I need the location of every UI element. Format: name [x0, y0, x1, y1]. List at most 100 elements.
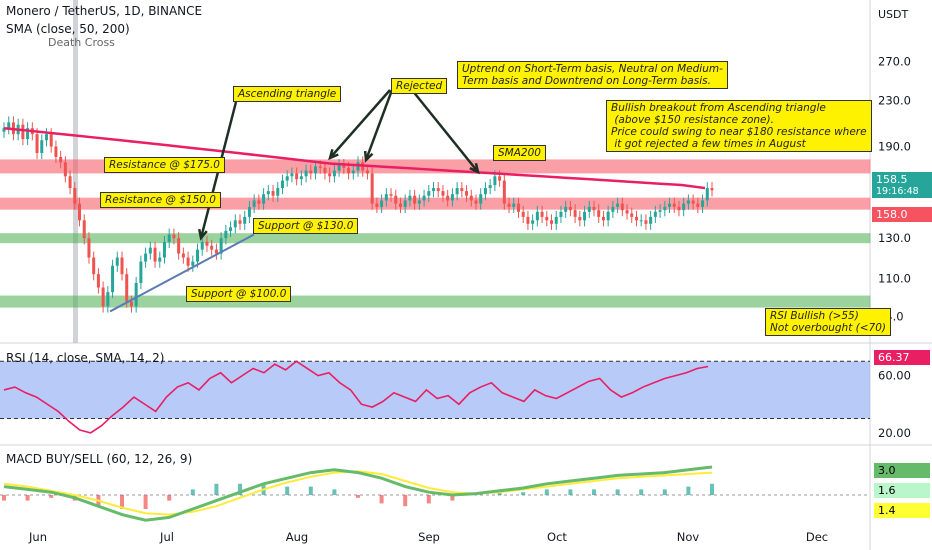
candle	[469, 189, 473, 207]
candle	[280, 174, 284, 195]
candle	[314, 160, 318, 180]
candle	[247, 200, 251, 223]
candle	[432, 182, 436, 198]
candle	[611, 200, 615, 218]
candle	[701, 194, 705, 213]
macd-histogram-bar	[214, 483, 219, 495]
candle	[601, 210, 605, 227]
candle	[276, 182, 280, 202]
candle	[82, 214, 86, 245]
candle	[167, 228, 171, 249]
candle	[564, 200, 568, 218]
triangle-arrow-head	[198, 228, 208, 241]
macd-label[interactable]: MACD BUY/SELL (60, 12, 26, 9)	[6, 452, 193, 466]
macd-histogram-bar	[450, 495, 455, 501]
macd-histogram-bar	[356, 495, 360, 498]
candle	[488, 179, 492, 195]
candle	[455, 182, 459, 201]
candle	[677, 200, 681, 217]
candle	[229, 221, 233, 238]
candle	[177, 232, 181, 260]
candle	[7, 116, 11, 135]
candle	[375, 197, 379, 213]
candle	[205, 235, 209, 252]
candle	[568, 200, 572, 217]
candle	[653, 205, 657, 223]
candle	[233, 214, 237, 234]
candle	[59, 150, 63, 169]
candle	[134, 277, 138, 313]
candle	[219, 232, 223, 260]
rejected-note: Rejected	[391, 78, 448, 94]
candle	[587, 200, 591, 218]
candle	[446, 189, 450, 207]
macd-value-3: 1.4	[874, 503, 930, 518]
trend-note: Uptrend on Short-Term basis, Neutral on …	[457, 61, 728, 89]
candle	[682, 197, 686, 217]
sma-indicator-label[interactable]: SMA (close, 50, 200)	[6, 22, 130, 36]
candle	[144, 247, 148, 268]
candle	[427, 185, 431, 202]
macd-histogram-bar	[120, 495, 124, 509]
candle	[257, 194, 261, 210]
macd-histogram-bar	[308, 486, 313, 495]
macd-histogram-bar	[143, 495, 148, 509]
candle	[337, 159, 341, 177]
resistance-150-label: Resistance @ $150.0	[100, 192, 221, 208]
time-axis-tick: Nov	[677, 530, 700, 544]
candle	[162, 235, 166, 264]
candle	[394, 189, 398, 210]
resistance-175-label: Resistance @ $175.0	[104, 157, 225, 173]
rsi-value-tag: 66.37	[874, 350, 930, 365]
candle	[616, 197, 620, 213]
time-axis-tick: Jun	[28, 530, 47, 544]
candle	[380, 194, 384, 213]
macd-histogram-bar	[497, 492, 502, 495]
macd-histogram-bar	[568, 489, 573, 495]
candle	[285, 170, 289, 187]
candle	[658, 204, 662, 218]
macd-histogram-bar	[285, 486, 290, 495]
candle	[96, 268, 100, 294]
candle	[583, 205, 587, 227]
candle	[332, 164, 336, 183]
candle	[597, 204, 601, 223]
candle	[125, 268, 129, 308]
price-axis-tick: 230.0	[878, 93, 911, 107]
last-price-value: 158.5	[876, 173, 908, 186]
macd-histogram-bar	[521, 492, 526, 495]
candle	[620, 197, 624, 217]
candle	[186, 251, 190, 272]
price-axis-tick: 130.0	[878, 231, 911, 245]
candle	[295, 167, 299, 186]
candle	[266, 185, 270, 201]
candle	[106, 286, 110, 313]
candle	[243, 210, 247, 230]
candle	[40, 134, 44, 160]
sma200-note: SMA200	[493, 145, 546, 161]
candle	[710, 182, 714, 197]
macd-histogram-bar	[25, 495, 30, 501]
candle	[129, 295, 133, 313]
candle	[592, 200, 596, 217]
support-130-zone	[0, 233, 871, 244]
candle	[87, 232, 91, 264]
macd-histogram-bar	[379, 495, 384, 504]
macd-histogram-bar	[544, 489, 549, 495]
candle	[502, 174, 506, 210]
candle	[92, 251, 96, 281]
candle	[2, 122, 6, 138]
breakout-note: Bullish breakout from Ascending triangle…	[606, 100, 872, 152]
candle	[78, 197, 82, 227]
macd-line	[3, 465, 713, 522]
candle	[573, 204, 577, 223]
rsi-label[interactable]: RSI (14, close, SMA, 14, 2)	[6, 351, 165, 365]
macd-value-2: 1.6	[874, 483, 930, 498]
macd-histogram-bar	[49, 495, 54, 498]
candle	[474, 194, 478, 210]
candle	[389, 188, 393, 202]
candle	[384, 188, 388, 207]
candle	[252, 194, 256, 213]
candle	[516, 197, 520, 218]
